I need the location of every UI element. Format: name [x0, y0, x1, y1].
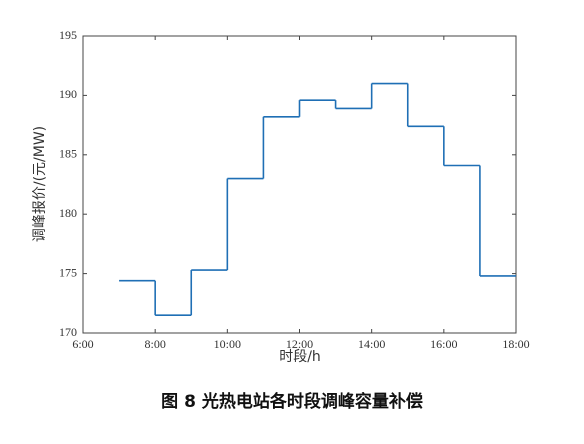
x-tick-label: 6:00	[72, 337, 93, 351]
y-tick-label: 175	[59, 265, 77, 279]
y-tick-label: 180	[59, 206, 77, 220]
figure-caption: 图 8 光热电站各时段调峰容量补偿	[161, 391, 423, 412]
plot-frame	[82, 35, 517, 334]
y-tick-label: 185	[59, 147, 77, 161]
x-tick-label: 14:00	[358, 337, 385, 351]
x-tick-label: 16:00	[430, 337, 457, 351]
x-tick-label: 8:00	[144, 337, 165, 351]
y-axis-label: 调峰报价/(元/MW)	[32, 126, 48, 242]
x-tick-label: 18:00	[502, 337, 529, 351]
x-tick-label: 12:00	[286, 337, 313, 351]
y-tick-label: 190	[59, 87, 77, 101]
x-axis-label: 时段/h	[279, 349, 321, 365]
x-tick-label: 10:00	[214, 337, 241, 351]
y-tick-label: 195	[59, 28, 77, 42]
y-tick-label: 170	[59, 325, 77, 339]
